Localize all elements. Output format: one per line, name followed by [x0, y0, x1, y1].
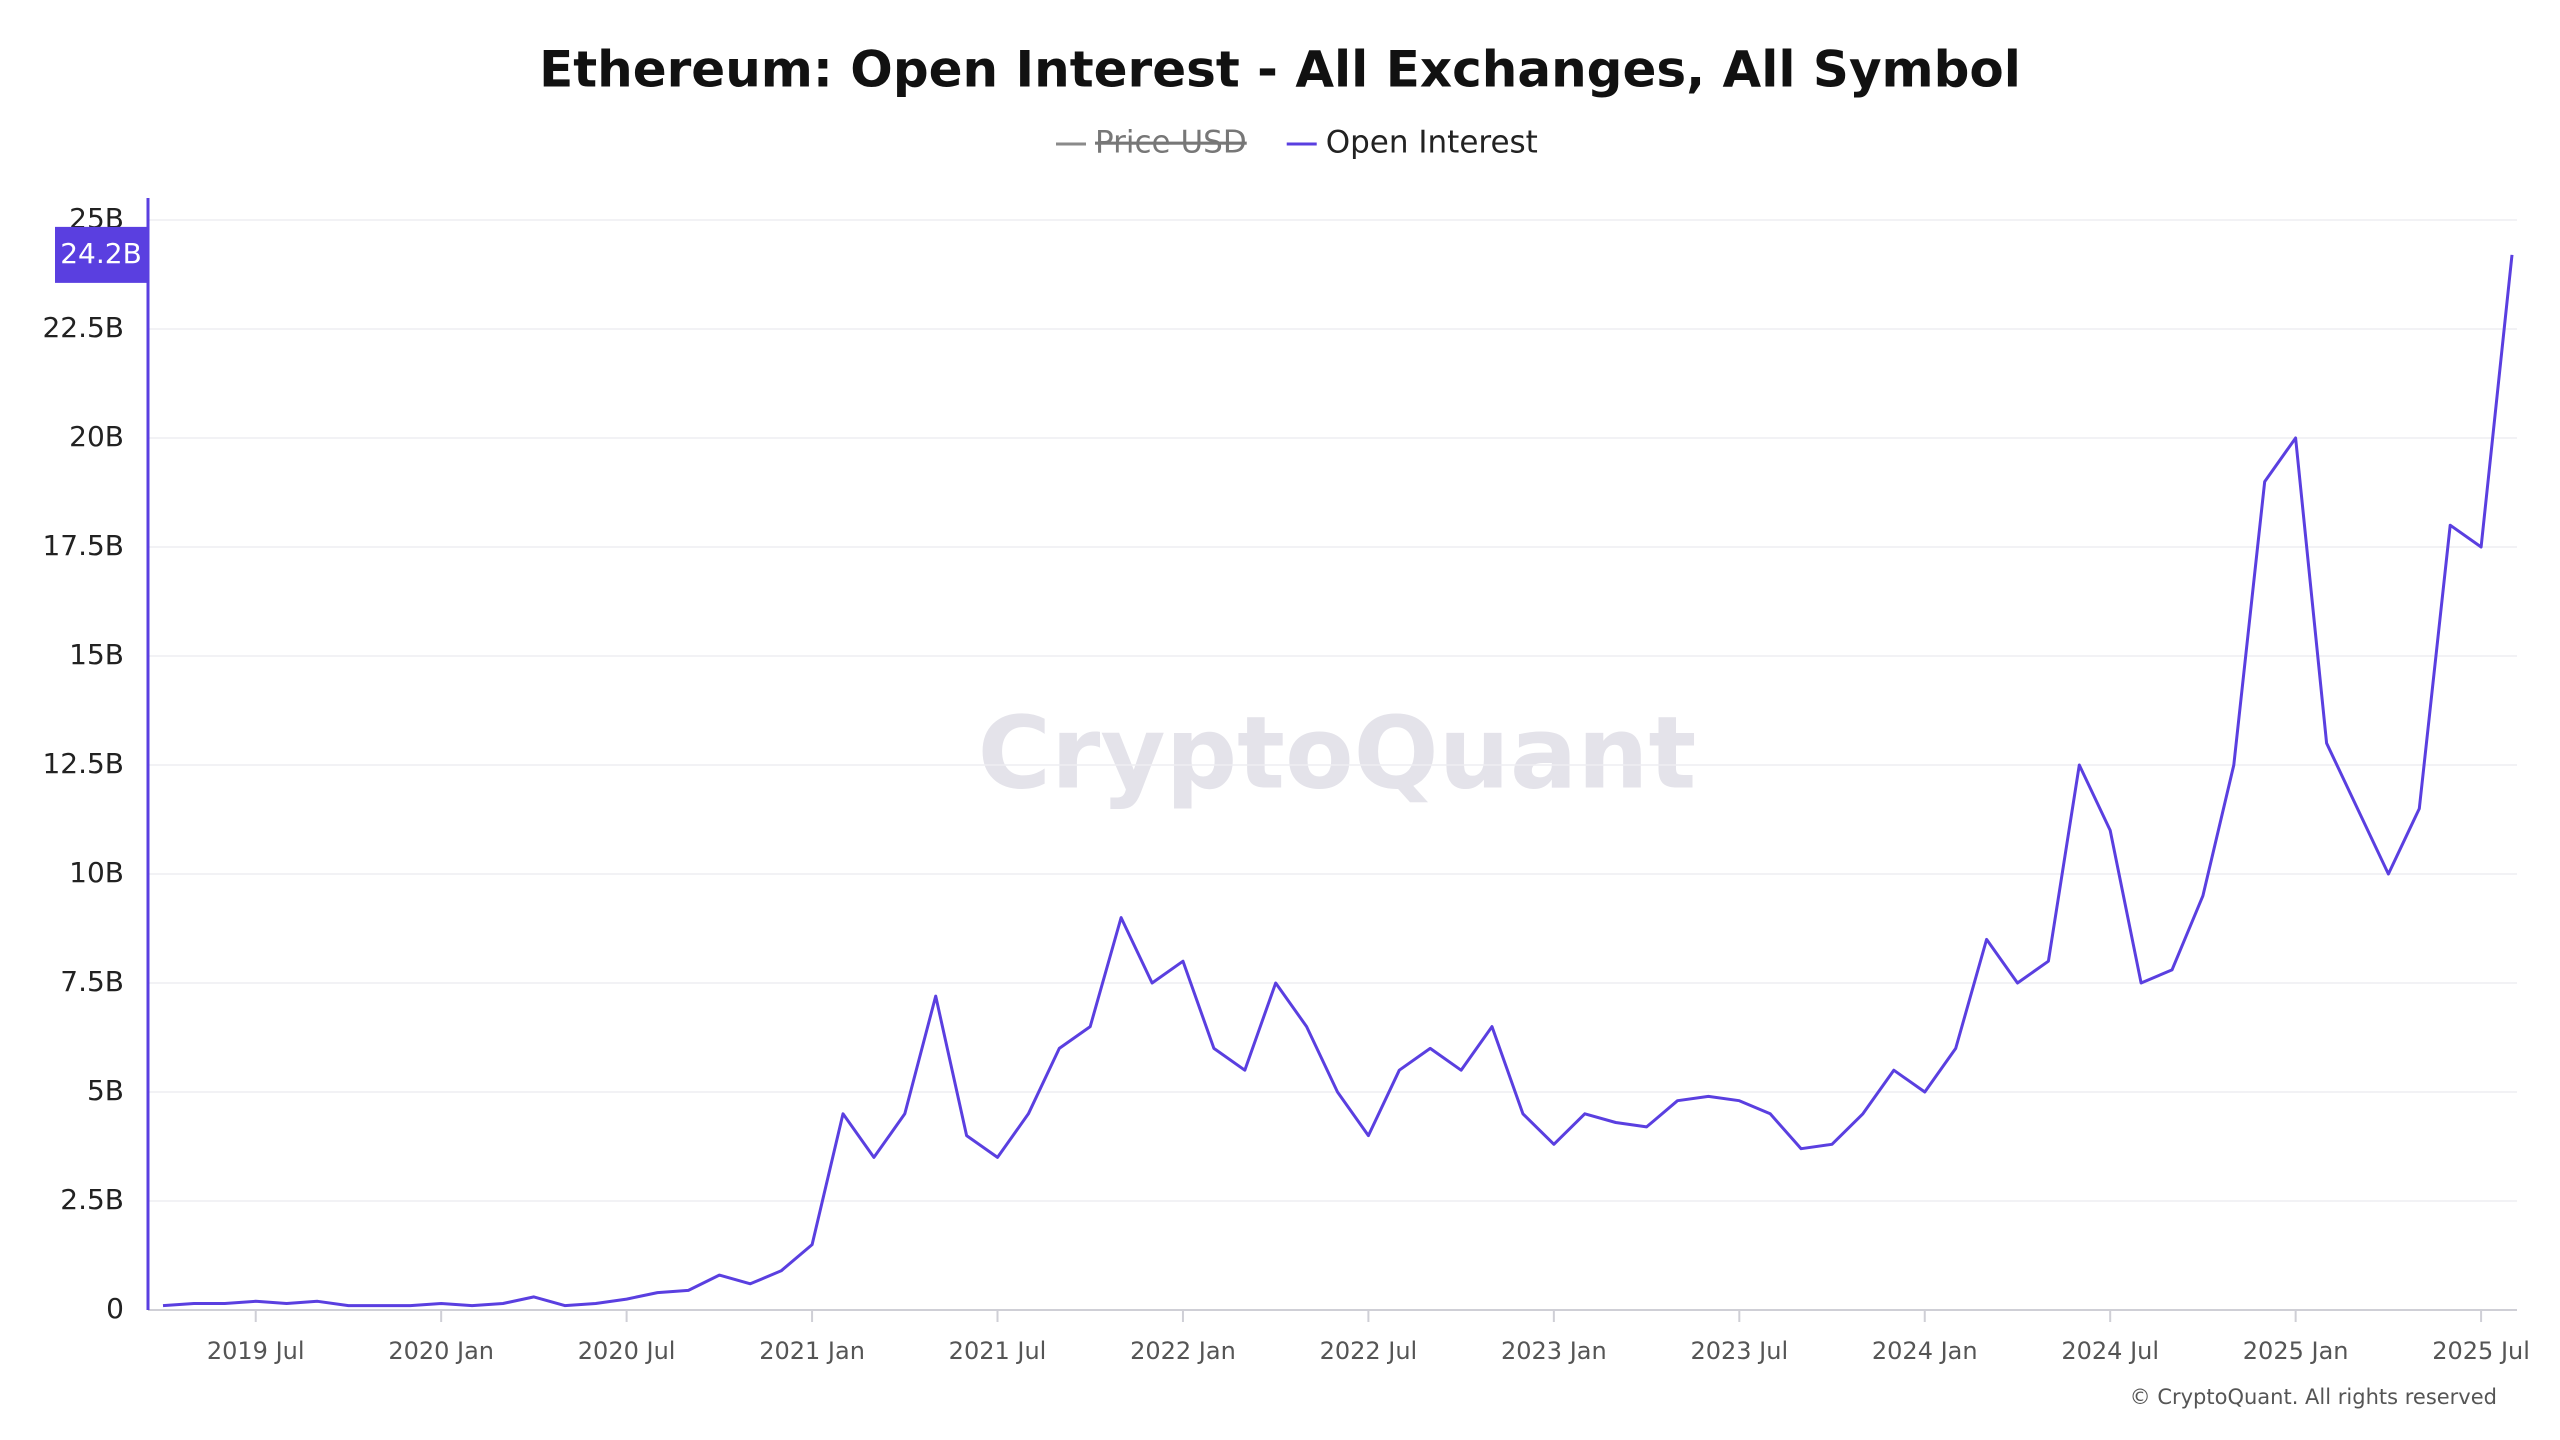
- last-value-badge: [55, 226, 148, 283]
- x-tick-label: 2022 Jan: [1130, 1337, 1236, 1365]
- x-tick-label: 2025 Jul: [2432, 1337, 2530, 1365]
- y-tick-label: 5B: [87, 1074, 124, 1107]
- x-tick-label: 2023 Jul: [1690, 1337, 1788, 1365]
- y-tick-label: 0: [106, 1292, 124, 1325]
- y-tick-label: 22.5B: [42, 311, 124, 344]
- x-tick-label: 2019 Jul: [207, 1337, 305, 1365]
- x-tick-label: 2022 Jul: [1320, 1337, 1418, 1365]
- legend-label[interactable]: Open Interest: [1326, 125, 1538, 161]
- x-tick-label: 2021 Jul: [949, 1337, 1047, 1365]
- x-tick-label: 2020 Jan: [388, 1337, 494, 1365]
- y-tick-label: 2.5B: [60, 1183, 124, 1216]
- watermark: CryptoQuant: [978, 694, 1697, 811]
- series-line: [162, 254, 2514, 1308]
- y-tick-label: 10B: [69, 856, 124, 889]
- chart-title: Ethereum: Open Interest - All Exchanges,…: [539, 41, 2021, 99]
- y-tick-label: 20B: [69, 420, 124, 453]
- x-tick-label: 2024 Jan: [1872, 1337, 1978, 1365]
- last-value-label: 24.2B: [60, 237, 142, 270]
- x-tick-label: 2025 Jan: [2243, 1337, 2349, 1365]
- y-tick-label: 17.5B: [42, 529, 124, 562]
- y-tick-label: 7.5B: [60, 965, 124, 998]
- y-tick-label: 15B: [69, 638, 124, 671]
- x-tick-label: 2020 Jul: [578, 1337, 676, 1365]
- x-tick-label: 2023 Jan: [1501, 1337, 1607, 1365]
- y-tick-label: 12.5B: [42, 747, 124, 780]
- x-tick-label: 2024 Jul: [2061, 1337, 2159, 1365]
- legend-label[interactable]: Price USD: [1095, 125, 1247, 161]
- x-tick-label: 2021 Jan: [759, 1337, 865, 1365]
- credit: © CryptoQuant. All rights reserved: [2130, 1385, 2497, 1409]
